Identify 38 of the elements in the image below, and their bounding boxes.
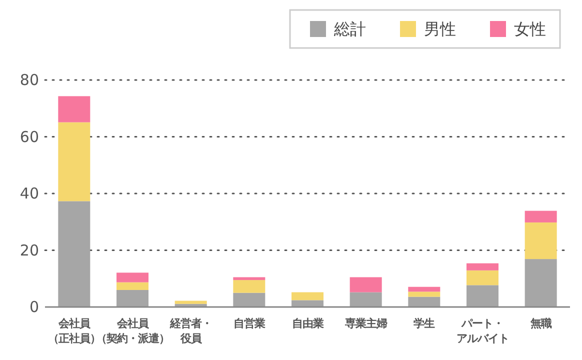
legend-label: 総計 [333, 20, 366, 38]
bar [58, 201, 90, 307]
x-tick-label: 自由業 [292, 317, 324, 330]
x-tick-label: 無職 [529, 317, 552, 330]
x-tick-label: 経営者・役員 [168, 317, 212, 345]
bar [524, 259, 557, 307]
bar [524, 210, 557, 222]
bar [466, 285, 498, 307]
bar [116, 272, 148, 282]
y-tick-label: 0 [29, 298, 39, 316]
bar [292, 300, 324, 307]
y-tick-label: 40 [20, 184, 39, 202]
x-tick-label: 自営業 [233, 317, 266, 330]
bar [408, 296, 440, 307]
bar [350, 277, 382, 292]
bar [58, 96, 90, 122]
bar [524, 222, 557, 260]
bar [233, 280, 266, 293]
bar [408, 286, 440, 292]
x-tick-label: パート・アルバイト [456, 317, 509, 345]
x-tick-label: 学生 [414, 317, 436, 330]
y-tick-label: 20 [20, 241, 39, 260]
bar [350, 292, 382, 307]
y-tick-label: 80 [20, 71, 39, 89]
bar [174, 300, 207, 304]
bar [233, 277, 266, 280]
legend-label: 女性 [514, 20, 546, 38]
bar [233, 292, 266, 307]
bar [466, 270, 498, 286]
bar [58, 122, 90, 202]
y-tick-label: 60 [20, 128, 39, 146]
bar [466, 263, 498, 270]
bar [292, 292, 324, 300]
legend-label: 男性 [424, 20, 456, 38]
x-tick-label: 専業主婦 [344, 317, 388, 330]
bar [116, 282, 148, 290]
bar [408, 292, 440, 297]
bar [116, 290, 148, 307]
